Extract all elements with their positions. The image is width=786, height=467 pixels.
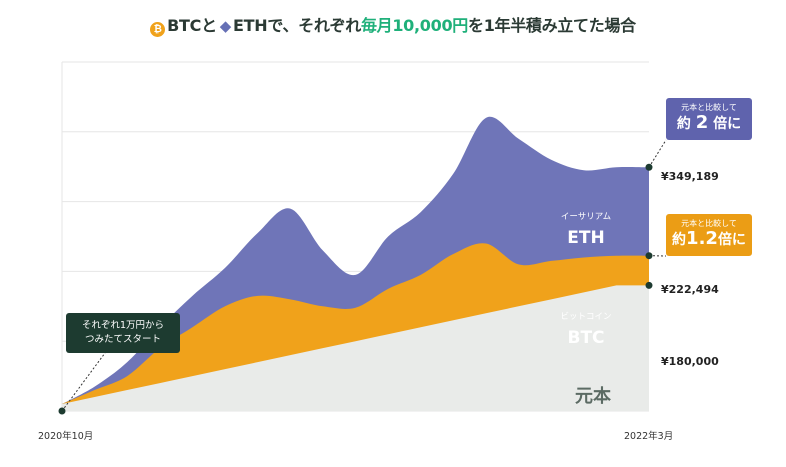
title-highlight: 毎月10,000円 xyxy=(360,16,468,35)
eth-compare-text: 元本と比較して xyxy=(681,103,737,112)
title-btc: BTC xyxy=(167,16,202,35)
start-leader-line xyxy=(61,352,106,412)
btc-small-label: ビットコイン xyxy=(560,312,611,322)
eth-end-value: ¥349,189 xyxy=(661,170,719,183)
eth-series-label: ETH xyxy=(567,228,604,248)
title-mid: で、それぞれ xyxy=(267,16,361,35)
btc-series-label: BTC xyxy=(567,328,604,348)
eth-diamond-icon: ◆ xyxy=(219,17,232,35)
title-eth: ETH xyxy=(233,16,268,35)
eth-multiplier-tag: 元本と比較して 約 2 倍に xyxy=(666,98,752,140)
btc-times-number: 1.2 xyxy=(686,228,718,249)
start-dot xyxy=(58,407,66,415)
btc-compare-text: 元本と比較して xyxy=(681,219,737,228)
x-axis-start-label: 2020年10月 xyxy=(38,431,94,442)
eth-times-pre: 約 xyxy=(676,116,691,132)
principal-end-dot xyxy=(645,281,653,289)
btc-end-value: ¥222,494 xyxy=(661,283,719,296)
btc-end-dot xyxy=(645,252,653,260)
x-axis-end-label: 2022年3月 xyxy=(624,431,674,442)
title-to: と xyxy=(201,16,217,35)
title-end: を1年半積み立てた場合 xyxy=(468,16,636,35)
start-annotation-line1: それぞれ1万円から xyxy=(81,320,165,331)
eth-times-post: 倍に xyxy=(713,116,742,132)
start-annotation-line2: つみたてスタート xyxy=(84,334,161,345)
btc-multiplier-tag: 元本と比較して 約1.2倍に xyxy=(666,214,752,256)
btc-times-post: 倍に xyxy=(717,232,746,248)
principal-area xyxy=(62,285,649,411)
eth-leader-line xyxy=(648,139,667,168)
btc-times-pre: 約 xyxy=(672,232,687,248)
start-annotation: それぞれ1万円から つみたてスタート xyxy=(66,313,180,353)
principal-series-label: 元本 xyxy=(575,385,611,407)
btc-coin-icon: ₿ xyxy=(150,22,166,37)
eth-times-number: 2 xyxy=(695,112,709,133)
eth-end-dot xyxy=(645,163,653,171)
eth-small-label: イーサリアム xyxy=(561,212,611,222)
chart-title: ₿ BTCと ◆ ETHで、それぞれ毎月10,000円を1年半積み立てた場合 xyxy=(0,12,786,37)
principal-end-value: ¥180,000 xyxy=(661,355,719,368)
